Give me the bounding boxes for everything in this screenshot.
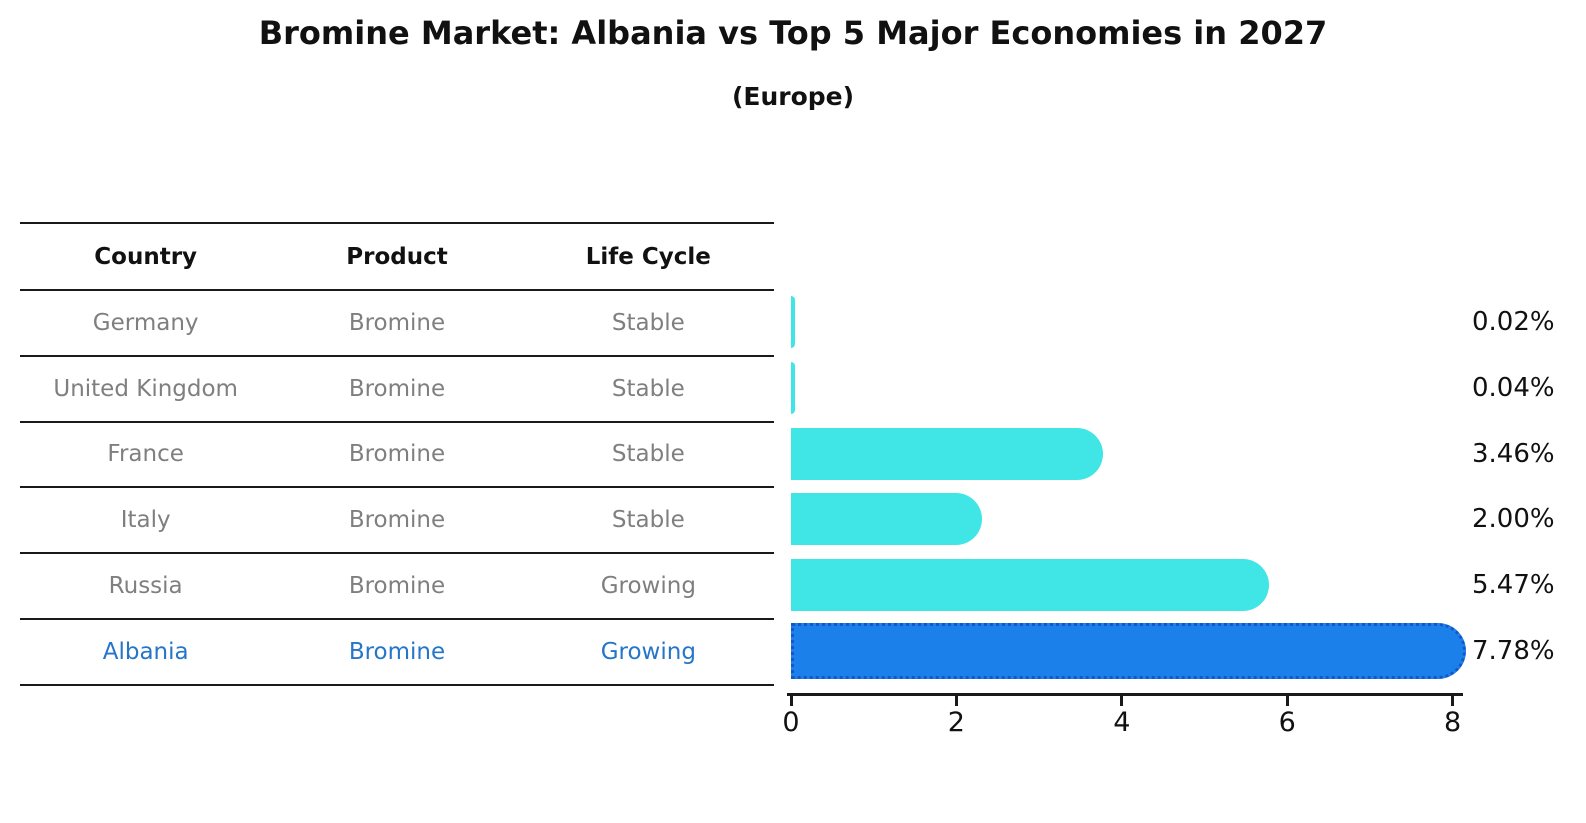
cell-country: United Kingdom	[53, 375, 238, 402]
value-label-germany: 0.02%	[1472, 306, 1555, 337]
x-tick-label-4: 4	[1113, 707, 1131, 738]
x-tick-0	[789, 696, 793, 706]
chart-subtitle: (Europe)	[731, 82, 855, 111]
cell-product: Bromine	[348, 375, 446, 402]
x-axis-line	[787, 693, 1463, 696]
table-body: Germany Bromine Stable United Kingdom Bromin…	[20, 291, 774, 686]
value-label-france: 3.46%	[1472, 438, 1555, 469]
bar-germany	[791, 295, 795, 348]
table-row-russia: Russia Bromine Growing	[20, 554, 774, 620]
bar-albania	[791, 623, 1467, 680]
cell-life-cycle: Stable	[611, 375, 685, 402]
cell-life-cycle: Stable	[611, 309, 685, 336]
cell-life-cycle: Growing	[600, 638, 696, 665]
cell-country: Albania	[102, 638, 189, 665]
bar-united-kingdom	[791, 361, 796, 414]
cell-country: Germany	[92, 309, 199, 336]
value-label-italy: 2.00%	[1472, 504, 1555, 535]
cell-life-cycle: Stable	[611, 441, 685, 468]
x-tick-label-0: 0	[782, 707, 800, 738]
value-label-russia: 5.47%	[1472, 570, 1555, 601]
x-tick-2	[954, 696, 958, 706]
cell-country: France	[107, 441, 184, 468]
cell-product: Bromine	[348, 309, 446, 336]
cell-product: Bromine	[348, 441, 446, 468]
column-header-country: Country	[94, 243, 198, 270]
bar-france	[791, 427, 1104, 480]
cell-life-cycle: Stable	[611, 507, 685, 534]
cell-product: Bromine	[348, 638, 446, 665]
column-header-life-cycle: Life Cycle	[585, 243, 711, 270]
x-tick-label-2: 2	[947, 707, 965, 738]
table-row-italy: Italy Bromine Stable	[20, 488, 774, 555]
cell-product: Bromine	[348, 507, 446, 534]
summary-table: Country Product Life Cycle Germany Bromine S…	[20, 222, 774, 686]
table-row-germany: Germany Bromine Stable	[20, 291, 774, 357]
x-tick-label-6: 6	[1278, 707, 1296, 738]
table-row-united-kingdom: United Kingdom Bromine Stable	[20, 357, 774, 423]
cell-life-cycle: Growing	[600, 573, 696, 600]
table-row-france: France Bromine Stable	[20, 423, 774, 489]
table-row-albania: Albania Bromine Growing	[20, 620, 774, 686]
cell-country: Russia	[108, 573, 183, 600]
cell-country: Italy	[120, 507, 171, 534]
x-tick-8	[1451, 696, 1455, 706]
value-label-united-kingdom: 0.04%	[1472, 372, 1555, 403]
bar-russia	[791, 559, 1270, 612]
chart-title: Bromine Market: Albania vs Top 5 Major E…	[258, 14, 1328, 52]
table-header-row: Country Product Life Cycle	[20, 224, 774, 291]
column-header-product: Product	[346, 243, 448, 270]
value-label-albania: 7.78%	[1472, 636, 1555, 667]
cell-product: Bromine	[348, 573, 446, 600]
x-tick-label-8: 8	[1444, 707, 1462, 738]
x-tick-6	[1285, 696, 1289, 706]
bar-italy	[791, 493, 983, 546]
x-tick-4	[1120, 696, 1124, 706]
